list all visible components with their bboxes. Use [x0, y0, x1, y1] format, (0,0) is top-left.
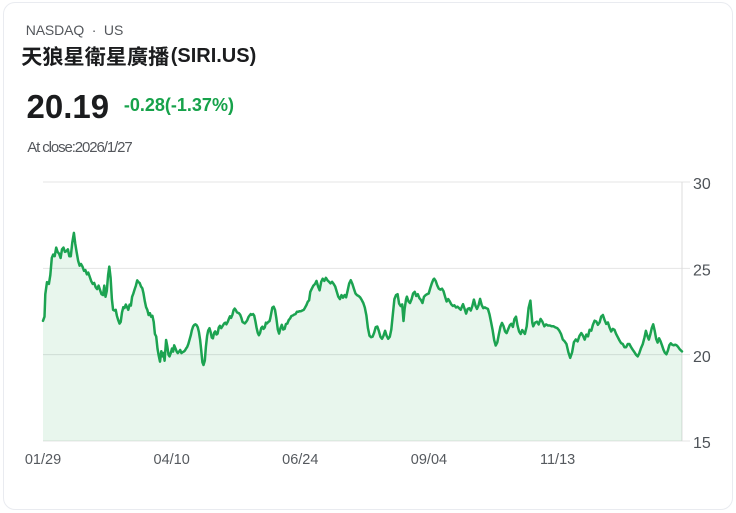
svg-text:30: 30	[693, 176, 711, 193]
svg-text:11/13: 11/13	[540, 452, 575, 468]
svg-text:06/24: 06/24	[282, 452, 318, 468]
svg-text:20: 20	[693, 349, 711, 366]
svg-text:04/10: 04/10	[154, 452, 190, 468]
svg-text:09/04: 09/04	[411, 452, 447, 468]
svg-text:01/29: 01/29	[25, 452, 61, 468]
svg-text:15: 15	[693, 435, 711, 452]
svg-text:25: 25	[693, 263, 711, 280]
